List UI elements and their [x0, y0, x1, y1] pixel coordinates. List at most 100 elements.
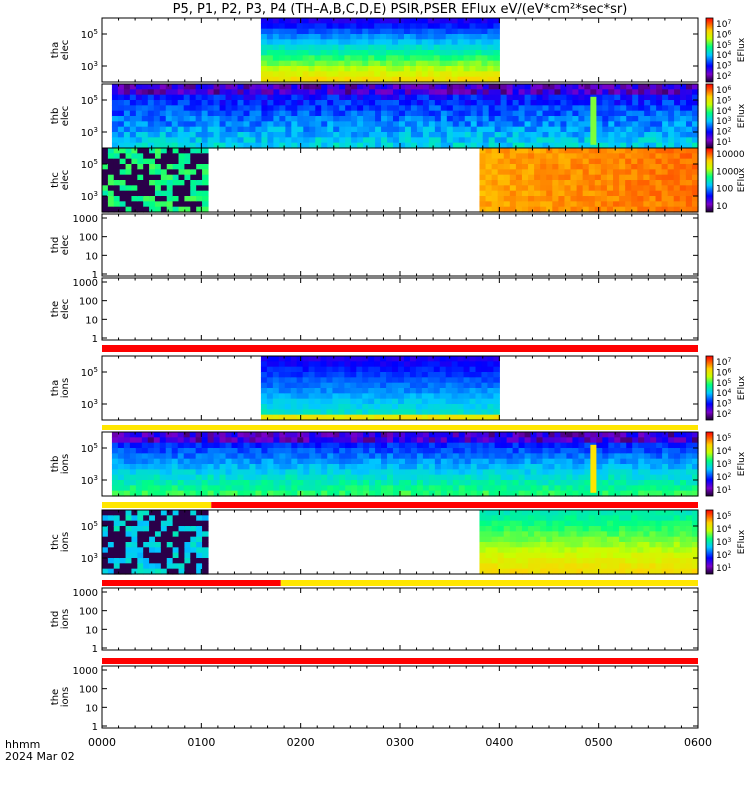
spectrogram-cell: [548, 116, 556, 122]
spectrogram-cell: [524, 132, 532, 138]
spectrogram-cell: [369, 94, 376, 101]
spectrogram-cell: [333, 485, 340, 492]
spectrogram-cell: [184, 558, 191, 564]
spectrogram-cell: [469, 34, 477, 40]
panel-label-thc-elec: thc elec: [50, 170, 71, 191]
spectrogram-cell: [602, 469, 609, 476]
spectrogram-cell: [491, 185, 499, 192]
spectrogram-cell: [536, 432, 544, 438]
spectrogram-cell: [548, 458, 556, 465]
spectrogram-cell: [433, 60, 441, 67]
spectrogram-cell: [475, 404, 483, 410]
spectrogram-cell: [266, 71, 274, 78]
spectrogram-cell: [339, 94, 346, 101]
spectrogram-cell: [351, 464, 358, 470]
spectrogram-cell: [458, 474, 466, 481]
spectrogram-cell: [403, 393, 411, 400]
spectrogram-cell: [524, 469, 532, 476]
spectrogram-cell: [159, 89, 167, 96]
spectrogram-cell: [655, 164, 663, 170]
spectrogram-cell: [554, 469, 562, 476]
spectrogram-cell: [464, 89, 472, 96]
spectrogram-cell: [476, 437, 484, 444]
spectrogram-cell: [393, 485, 400, 492]
spectrogram-cell: [457, 60, 465, 67]
spectrogram-cell: [278, 361, 286, 368]
spectrogram-cell: [356, 377, 363, 384]
spectrogram-cell: [392, 356, 399, 362]
spectrogram-cell: [576, 164, 584, 170]
spectrogram-cell: [481, 66, 489, 72]
spectrogram-cell: [380, 372, 387, 378]
spectrogram-cell: [488, 121, 496, 128]
spectrogram-cell: [125, 558, 133, 564]
spectrogram-cell: [189, 432, 197, 438]
spectrogram-cell: [481, 414, 489, 421]
spectrogram-cell: [613, 185, 620, 192]
spectrogram-cell: [320, 55, 328, 62]
spectrogram-cell: [446, 137, 454, 144]
spectrogram-cell: [518, 474, 526, 481]
spectrogram-cell: [643, 174, 651, 181]
spectrogram-cell: [117, 89, 125, 96]
spectrogram-cell: [606, 174, 614, 181]
spectrogram-cell: [326, 409, 334, 416]
spectrogram-cell: [625, 174, 632, 181]
spectrogram-cell: [494, 116, 502, 122]
spectrogram-cell: [554, 432, 562, 438]
spectrogram-cell: [368, 398, 375, 405]
spectrogram-cell: [485, 158, 493, 165]
spectrogram-cell: [620, 480, 627, 486]
spectrogram-cell: [326, 60, 334, 67]
spectrogram-cell: [172, 185, 180, 192]
spectrogram-cell: [362, 409, 369, 416]
spectrogram-cell: [398, 409, 405, 416]
spectrogram-cell: [409, 398, 417, 405]
spectrogram-cell: [518, 105, 526, 112]
spectrogram-cell: [398, 356, 405, 362]
spectrogram-cell: [357, 94, 364, 101]
spectrogram-cell: [475, 414, 483, 421]
spectrogram-cell: [475, 23, 483, 30]
spectrogram-cell: [344, 388, 351, 394]
spectrogram-cell: [261, 94, 269, 101]
spectrogram-cell: [102, 164, 109, 170]
spectrogram-cell: [237, 485, 245, 492]
spectrogram-cell: [326, 393, 334, 400]
spectrogram-cell: [515, 520, 523, 527]
spectrogram-cell: [308, 18, 316, 24]
spectrogram-cell: [332, 76, 340, 83]
spectrogram-cell: [542, 474, 550, 481]
spectrogram-cell: [171, 137, 179, 144]
spectrogram-cell: [440, 110, 448, 117]
spectrogram-cell: [476, 442, 484, 449]
spectrogram-cell: [315, 458, 322, 465]
spectrogram-cell: [528, 558, 535, 564]
spectrogram-cell: [427, 409, 435, 416]
spectrogram-cell: [584, 442, 591, 449]
spectrogram-cell: [368, 404, 375, 410]
spectrogram-cell: [345, 100, 352, 106]
spectrogram-cell: [398, 132, 406, 138]
spectrogram-cell: [171, 132, 179, 138]
spectrogram-cell: [656, 442, 663, 449]
spectrogram-cell: [548, 474, 556, 481]
spectrogram-cell: [427, 398, 435, 405]
spectrogram-cell: [540, 552, 547, 559]
spectrogram-cell: [576, 169, 584, 176]
spectrogram-cell: [594, 206, 602, 213]
spectrogram-cell: [154, 526, 162, 532]
spectrogram-cell: [451, 18, 459, 24]
spectrogram-cell: [345, 94, 352, 101]
spectrogram-cell: [451, 71, 459, 78]
spectrogram-cell: [427, 382, 435, 389]
spectrogram-cell: [691, 180, 699, 186]
spectrogram-cell: [626, 448, 633, 454]
spectrogram-cell: [387, 453, 394, 460]
spectrogram-cell: [123, 464, 131, 470]
spectrogram-cell: [302, 55, 310, 62]
spectrogram-cell: [363, 89, 370, 96]
spectrogram-cell: [284, 34, 292, 40]
spectrogram-cell: [470, 105, 478, 112]
spectrogram-cell: [485, 148, 493, 154]
